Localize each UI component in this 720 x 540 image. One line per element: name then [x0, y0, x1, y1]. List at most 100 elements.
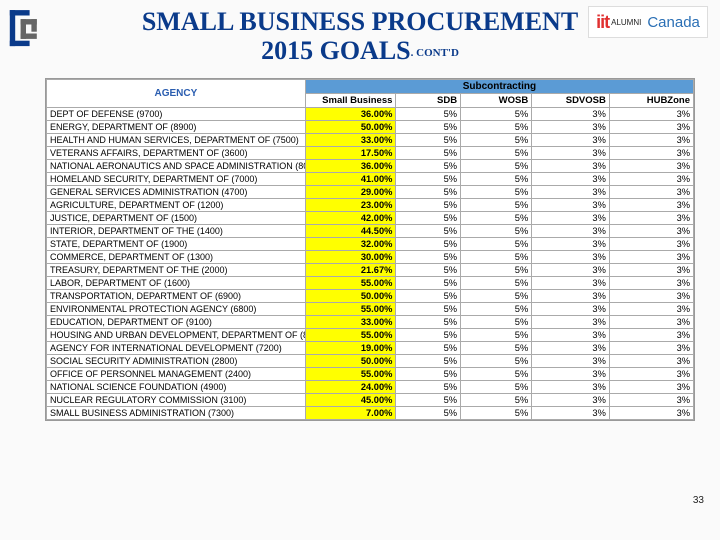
small-business-cell: 17.50%	[305, 147, 396, 160]
hubzone-cell: 3%	[609, 342, 693, 355]
col-sdvosb: SDVOSB	[532, 94, 610, 108]
sdb-cell: 5%	[396, 238, 461, 251]
agency-cell: JUSTICE, DEPARTMENT OF (1500)	[47, 212, 306, 225]
agency-cell: HOMELAND SECURITY, DEPARTMENT OF (7000)	[47, 173, 306, 186]
iit-text: iit	[596, 12, 609, 33]
wosb-cell: 5%	[461, 329, 532, 342]
table-row: NATIONAL SCIENCE FOUNDATION (4900)24.00%…	[47, 381, 694, 394]
table-row: ENERGY, DEPARTMENT OF (8900)50.00%5%5%3%…	[47, 121, 694, 134]
sdb-cell: 5%	[396, 407, 461, 420]
wosb-cell: 5%	[461, 303, 532, 316]
sdb-cell: 5%	[396, 121, 461, 134]
agency-cell: SOCIAL SECURITY ADMINISTRATION (2800)	[47, 355, 306, 368]
small-business-cell: 33.00%	[305, 134, 396, 147]
hubzone-cell: 3%	[609, 147, 693, 160]
header-agency: AGENCY	[47, 80, 306, 108]
wosb-cell: 5%	[461, 134, 532, 147]
sdb-cell: 5%	[396, 134, 461, 147]
wosb-cell: 5%	[461, 225, 532, 238]
wosb-cell: 5%	[461, 186, 532, 199]
sdvosb-cell: 3%	[532, 355, 610, 368]
table-row: HOUSING AND URBAN DEVELOPMENT, DEPARTMEN…	[47, 329, 694, 342]
wosb-cell: 5%	[461, 147, 532, 160]
sdvosb-cell: 3%	[532, 173, 610, 186]
hubzone-cell: 3%	[609, 329, 693, 342]
hubzone-cell: 3%	[609, 316, 693, 329]
wosb-cell: 5%	[461, 199, 532, 212]
sdb-cell: 5%	[396, 277, 461, 290]
sdb-cell: 5%	[396, 329, 461, 342]
table-row: NATIONAL AERONAUTICS AND SPACE ADMINISTR…	[47, 160, 694, 173]
table-row: HEALTH AND HUMAN SERVICES, DEPARTMENT OF…	[47, 134, 694, 147]
sdb-cell: 5%	[396, 199, 461, 212]
sdb-cell: 5%	[396, 394, 461, 407]
hubzone-cell: 3%	[609, 394, 693, 407]
sdb-cell: 5%	[396, 316, 461, 329]
sdb-cell: 5%	[396, 264, 461, 277]
table-row: AGENCY FOR INTERNATIONAL DEVELOPMENT (72…	[47, 342, 694, 355]
small-business-cell: 32.00%	[305, 238, 396, 251]
table-body: DEPT OF DEFENSE (9700)36.00%5%5%3%3%ENER…	[47, 108, 694, 420]
small-business-cell: 36.00%	[305, 108, 396, 121]
small-business-cell: 29.00%	[305, 186, 396, 199]
sdvosb-cell: 3%	[532, 121, 610, 134]
agency-cell: NATIONAL SCIENCE FOUNDATION (4900)	[47, 381, 306, 394]
agency-cell: INTERIOR, DEPARTMENT OF THE (1400)	[47, 225, 306, 238]
sdb-cell: 5%	[396, 186, 461, 199]
sdvosb-cell: 3%	[532, 407, 610, 420]
col-wosb: WOSB	[461, 94, 532, 108]
sdvosb-cell: 3%	[532, 147, 610, 160]
agency-cell: TRANSPORTATION, DEPARTMENT OF (6900)	[47, 290, 306, 303]
sdvosb-cell: 3%	[532, 394, 610, 407]
iit-canada-logo: iit ALUMNI Canada	[588, 6, 708, 38]
sdvosb-cell: 3%	[532, 381, 610, 394]
sdb-cell: 5%	[396, 147, 461, 160]
corner-logo	[8, 8, 44, 50]
sdvosb-cell: 3%	[532, 368, 610, 381]
agency-cell: ENERGY, DEPARTMENT OF (8900)	[47, 121, 306, 134]
hubzone-cell: 3%	[609, 238, 693, 251]
sdb-cell: 5%	[396, 173, 461, 186]
wosb-cell: 5%	[461, 394, 532, 407]
agency-cell: DEPT OF DEFENSE (9700)	[47, 108, 306, 121]
sdb-cell: 5%	[396, 368, 461, 381]
wosb-cell: 5%	[461, 290, 532, 303]
sdb-cell: 5%	[396, 108, 461, 121]
hubzone-cell: 3%	[609, 121, 693, 134]
table-row: OFFICE OF PERSONNEL MANAGEMENT (2400)55.…	[47, 368, 694, 381]
agency-cell: HOUSING AND URBAN DEVELOPMENT, DEPARTMEN…	[47, 329, 306, 342]
table-row: STATE, DEPARTMENT OF (1900)32.00%5%5%3%3…	[47, 238, 694, 251]
sdb-cell: 5%	[396, 212, 461, 225]
small-business-cell: 45.00%	[305, 394, 396, 407]
small-business-cell: 55.00%	[305, 277, 396, 290]
alumni-text: ALUMNI	[611, 18, 641, 27]
table-row: JUSTICE, DEPARTMENT OF (1500)42.00%5%5%3…	[47, 212, 694, 225]
table-row: HOMELAND SECURITY, DEPARTMENT OF (7000)4…	[47, 173, 694, 186]
sdvosb-cell: 3%	[532, 212, 610, 225]
wosb-cell: 5%	[461, 342, 532, 355]
wosb-cell: 5%	[461, 381, 532, 394]
table-row: SMALL BUSINESS ADMINISTRATION (7300)7.00…	[47, 407, 694, 420]
sdb-cell: 5%	[396, 303, 461, 316]
small-business-cell: 55.00%	[305, 329, 396, 342]
table-row: GENERAL SERVICES ADMINISTRATION (4700)29…	[47, 186, 694, 199]
header-subcontracting: Subcontracting	[305, 80, 693, 94]
hubzone-cell: 3%	[609, 277, 693, 290]
agency-cell: AGRICULTURE, DEPARTMENT OF (1200)	[47, 199, 306, 212]
hubzone-cell: 3%	[609, 108, 693, 121]
sdvosb-cell: 3%	[532, 251, 610, 264]
agency-cell: OFFICE OF PERSONNEL MANAGEMENT (2400)	[47, 368, 306, 381]
agency-cell: VETERANS AFFAIRS, DEPARTMENT OF (3600)	[47, 147, 306, 160]
table-row: TREASURY, DEPARTMENT OF THE (2000)21.67%…	[47, 264, 694, 277]
wosb-cell: 5%	[461, 238, 532, 251]
sdvosb-cell: 3%	[532, 277, 610, 290]
sdb-cell: 5%	[396, 290, 461, 303]
hubzone-cell: 3%	[609, 173, 693, 186]
small-business-cell: 55.00%	[305, 368, 396, 381]
table-row: COMMERCE, DEPARTMENT OF (1300)30.00%5%5%…	[47, 251, 694, 264]
agency-cell: GENERAL SERVICES ADMINISTRATION (4700)	[47, 186, 306, 199]
sdvosb-cell: 3%	[532, 290, 610, 303]
small-business-cell: 50.00%	[305, 355, 396, 368]
sdvosb-cell: 3%	[532, 329, 610, 342]
table-header-row-1: AGENCY Subcontracting	[47, 80, 694, 94]
